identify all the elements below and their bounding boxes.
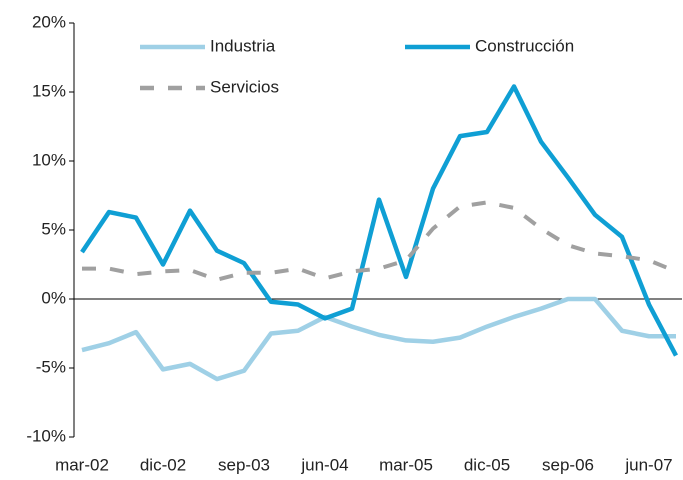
x-tick-label: dic-02 — [140, 455, 186, 474]
y-tick-label: 0% — [41, 288, 66, 307]
x-tick-label: sep-03 — [218, 455, 270, 474]
x-tick-label: mar-05 — [379, 455, 433, 474]
y-tick-label: 20% — [32, 12, 66, 31]
legend-label: Industria — [210, 36, 276, 55]
x-tick-label: sep-06 — [542, 455, 594, 474]
y-tick-label: 15% — [32, 81, 66, 100]
series-line — [81, 296, 676, 382]
legend-label: Servicios — [210, 77, 279, 96]
series-line — [82, 200, 677, 282]
x-tick-label: dic-05 — [464, 455, 510, 474]
legend-label: Construcción — [475, 36, 574, 55]
x-tick-label: mar-02 — [55, 455, 109, 474]
series-line — [80, 84, 678, 357]
y-tick-label: 10% — [32, 150, 66, 169]
x-tick-label: jun-04 — [300, 455, 348, 474]
y-tick-label: -5% — [36, 357, 66, 376]
y-tick-label: -10% — [26, 426, 66, 445]
y-tick-label: 5% — [41, 219, 66, 238]
x-tick-label: jun-07 — [624, 455, 672, 474]
